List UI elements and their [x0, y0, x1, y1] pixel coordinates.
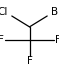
Text: Cl: Cl — [0, 7, 8, 17]
Text: F: F — [55, 35, 59, 45]
Text: Br: Br — [51, 7, 59, 17]
Text: F: F — [27, 56, 32, 64]
Text: F: F — [0, 35, 4, 45]
